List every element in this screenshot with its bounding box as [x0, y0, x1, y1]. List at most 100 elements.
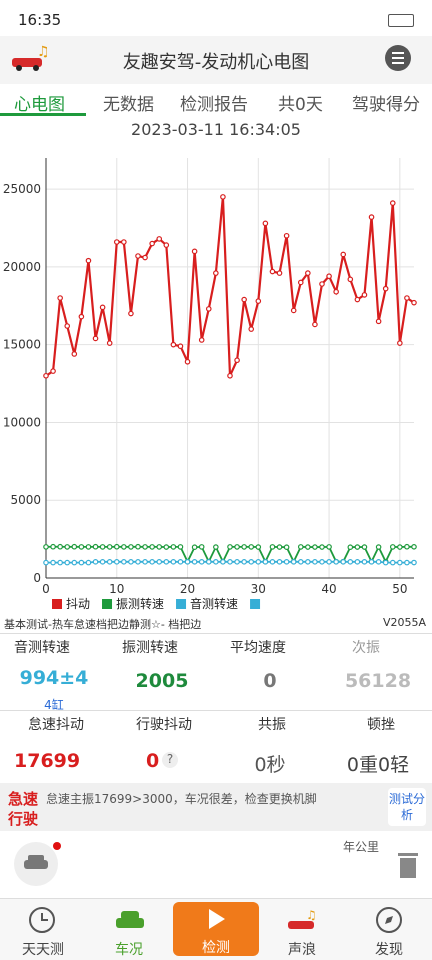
nav-center-button[interactable] [173, 902, 259, 956]
data-point [99, 559, 106, 565]
x-tick-label: 50 [392, 582, 407, 596]
data-point [305, 559, 311, 565]
stat-label: 振测转速 [122, 640, 178, 656]
data-point [156, 544, 163, 550]
y-tick-label: 5000 [10, 493, 41, 507]
data-point [347, 544, 354, 551]
data-point [220, 559, 226, 565]
data-point [269, 268, 276, 275]
data-point [368, 214, 375, 220]
tab[interactable]: 检测报告 [180, 95, 248, 115]
data-point [92, 543, 99, 550]
data-point [106, 559, 113, 565]
data-point [361, 559, 368, 565]
nav-item[interactable]: 车况 [115, 942, 143, 958]
data-point [319, 544, 325, 550]
nav-icon [209, 909, 225, 929]
data-point [375, 559, 382, 565]
header-bar [0, 36, 432, 84]
stat-value: 56128 [344, 670, 412, 692]
delete-icon[interactable] [396, 850, 420, 880]
data-point [283, 559, 290, 565]
nav-item[interactable]: 声浪 [288, 942, 316, 958]
data-point [71, 559, 78, 566]
data-point [319, 281, 325, 287]
data-point [92, 335, 99, 342]
stat-label: 顿挫 [367, 717, 395, 733]
data-point [184, 559, 191, 565]
data-point [78, 544, 85, 550]
data-point [43, 544, 49, 550]
data-point [191, 544, 198, 551]
data-point [262, 559, 269, 565]
data-point [170, 544, 177, 550]
data-point [312, 321, 318, 328]
data-point [227, 544, 233, 550]
data-point [71, 351, 78, 357]
chart: 0 5000 10000 15000 20000 25000 0 10 20 30 40 50 抖动 振测… [3, 158, 417, 611]
data-point [382, 285, 389, 292]
stat-sub[interactable]: 4缸 [44, 698, 64, 712]
legend-swatch [176, 599, 187, 609]
data-point [156, 559, 163, 565]
data-point [43, 372, 49, 379]
stat-value: 0 [263, 670, 277, 692]
data-point [404, 559, 410, 566]
data-point [326, 559, 332, 565]
data-point [389, 200, 396, 206]
data-point [50, 559, 56, 566]
stat-label: 音测转速 [14, 640, 70, 656]
annual-km: 年公里 [343, 840, 380, 854]
data-point [198, 337, 205, 343]
divider [0, 710, 432, 711]
data-point [290, 559, 297, 565]
stat-value: 2005 [135, 670, 189, 692]
data-point [255, 559, 262, 565]
help-icon[interactable]: ? [162, 752, 178, 768]
data-point [135, 543, 141, 550]
alert-tag: 行驶 [8, 810, 39, 828]
data-point [213, 559, 219, 565]
data-point [297, 279, 304, 286]
data-point [142, 254, 148, 261]
stat-value: 17699 [14, 750, 81, 772]
tab[interactable]: 心电图 [14, 95, 65, 115]
alert-bar [0, 783, 432, 831]
data-point [191, 248, 198, 255]
data-point [283, 544, 290, 551]
nav-icon [29, 907, 55, 933]
data-point [276, 544, 283, 550]
nav-item[interactable]: 天天测 [22, 942, 64, 958]
data-point [347, 276, 354, 283]
data-point [85, 544, 92, 550]
data-point [234, 544, 240, 550]
caption: 基本测试-热车怠速档把边静测☆- 档把边 [4, 618, 202, 631]
x-tick-label: 10 [109, 582, 124, 596]
nav-item[interactable]: 检测 [202, 940, 230, 956]
data-point [99, 304, 106, 311]
stat-value: 994±4 [19, 667, 89, 689]
data-point [121, 559, 127, 565]
x-tick-label: 0 [42, 582, 50, 596]
tab[interactable]: 驾驶得分 [352, 95, 420, 115]
y-tick-label: 0 [33, 571, 41, 585]
data-point [397, 559, 403, 566]
status-time: 16:35 [18, 11, 62, 29]
car-avatar[interactable] [12, 840, 62, 890]
tab[interactable]: 共0天 [278, 95, 323, 115]
data-point [255, 298, 262, 304]
data-point [305, 544, 311, 550]
y-tick-label: 15000 [3, 338, 41, 352]
menu-button[interactable] [384, 44, 412, 72]
nav-item[interactable]: 发现 [375, 942, 403, 958]
data-point [113, 543, 120, 550]
x-tick-label: 20 [180, 582, 195, 596]
data-point [269, 544, 276, 550]
tab[interactable]: 无数据 [103, 95, 154, 115]
data-point [142, 559, 148, 565]
analysis-button[interactable]: 测试分析 [388, 788, 426, 826]
stat-label: 行驶抖动 [136, 717, 192, 733]
header-title: 友趣安驾-发动机心电图 [122, 52, 310, 73]
data-point [205, 306, 212, 312]
data-point [290, 307, 297, 314]
